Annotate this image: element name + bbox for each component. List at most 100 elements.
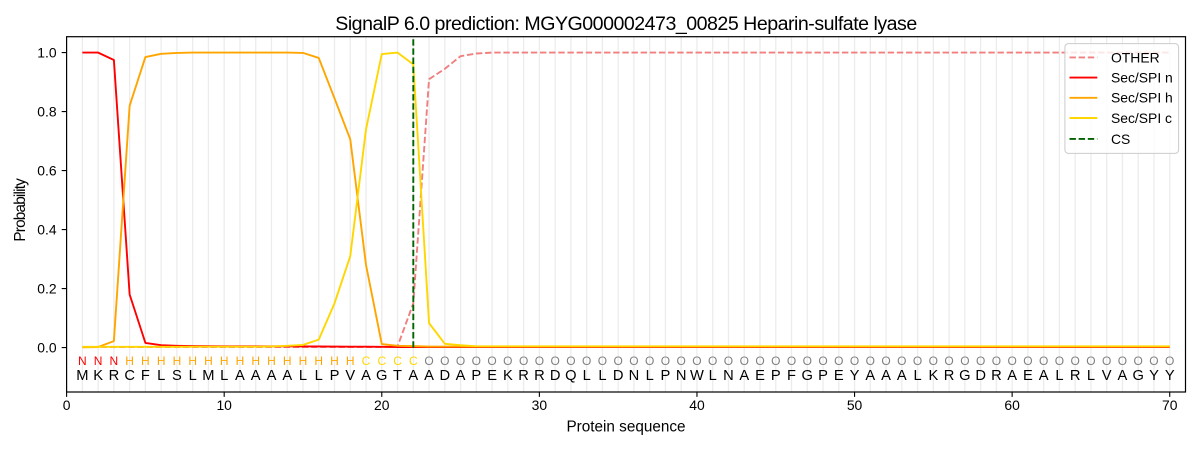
svg-text:O: O bbox=[708, 354, 717, 368]
svg-text:O: O bbox=[1134, 354, 1143, 368]
svg-text:Sec/SPI c: Sec/SPI c bbox=[1111, 110, 1172, 126]
svg-text:G: G bbox=[1132, 368, 1143, 384]
svg-text:A: A bbox=[267, 368, 277, 384]
svg-text:A: A bbox=[865, 368, 875, 384]
svg-text:R: R bbox=[534, 368, 545, 384]
svg-text:0.0: 0.0 bbox=[37, 340, 57, 356]
svg-text:Protein sequence: Protein sequence bbox=[566, 419, 685, 436]
svg-text:R: R bbox=[518, 368, 529, 384]
svg-text:O: O bbox=[1039, 354, 1048, 368]
svg-text:M: M bbox=[202, 368, 214, 384]
svg-text:A: A bbox=[361, 368, 371, 384]
svg-text:20: 20 bbox=[374, 397, 390, 413]
svg-text:L: L bbox=[709, 368, 717, 384]
svg-text:O: O bbox=[803, 354, 812, 368]
svg-text:O: O bbox=[629, 354, 638, 368]
svg-text:H: H bbox=[267, 354, 276, 368]
svg-text:Y: Y bbox=[1149, 368, 1159, 384]
svg-text:C: C bbox=[409, 354, 418, 368]
svg-text:O: O bbox=[724, 354, 733, 368]
svg-text:C: C bbox=[393, 354, 402, 368]
svg-text:70: 70 bbox=[1162, 397, 1178, 413]
svg-text:O: O bbox=[1055, 354, 1064, 368]
svg-text:O: O bbox=[818, 354, 827, 368]
svg-text:C: C bbox=[377, 354, 386, 368]
svg-text:P: P bbox=[661, 368, 671, 384]
svg-text:H: H bbox=[330, 354, 339, 368]
svg-text:60: 60 bbox=[1004, 397, 1020, 413]
svg-text:A: A bbox=[1039, 368, 1049, 384]
svg-text:0.4: 0.4 bbox=[37, 222, 57, 238]
svg-text:O: O bbox=[1023, 354, 1032, 368]
svg-text:50: 50 bbox=[847, 397, 863, 413]
svg-text:O: O bbox=[1165, 354, 1174, 368]
svg-text:R: R bbox=[944, 368, 955, 384]
svg-text:H: H bbox=[299, 354, 308, 368]
svg-text:D: D bbox=[613, 368, 624, 384]
svg-text:V: V bbox=[1102, 368, 1112, 384]
svg-text:A: A bbox=[282, 368, 292, 384]
svg-text:O: O bbox=[850, 354, 859, 368]
svg-text:Probability: Probability bbox=[12, 178, 29, 242]
svg-text:H: H bbox=[204, 354, 213, 368]
svg-text:O: O bbox=[472, 354, 481, 368]
svg-text:Y: Y bbox=[850, 368, 860, 384]
svg-text:H: H bbox=[236, 354, 245, 368]
svg-text:O: O bbox=[787, 354, 796, 368]
svg-text:L: L bbox=[598, 368, 606, 384]
svg-text:E: E bbox=[834, 368, 844, 384]
svg-text:O: O bbox=[881, 354, 890, 368]
svg-text:O: O bbox=[1071, 354, 1080, 368]
svg-text:A: A bbox=[235, 368, 245, 384]
svg-text:A: A bbox=[424, 368, 434, 384]
svg-text:A: A bbox=[897, 368, 907, 384]
svg-text:M: M bbox=[76, 368, 88, 384]
svg-text:L: L bbox=[914, 368, 922, 384]
svg-text:O: O bbox=[866, 354, 875, 368]
svg-text:S: S bbox=[172, 368, 182, 384]
svg-text:H: H bbox=[188, 354, 197, 368]
svg-text:O: O bbox=[424, 354, 433, 368]
svg-text:K: K bbox=[928, 368, 938, 384]
svg-text:O: O bbox=[944, 354, 953, 368]
svg-text:O: O bbox=[929, 354, 938, 368]
svg-text:H: H bbox=[283, 354, 292, 368]
svg-text:K: K bbox=[93, 368, 103, 384]
svg-text:O: O bbox=[566, 354, 575, 368]
svg-text:H: H bbox=[346, 354, 355, 368]
svg-text:10: 10 bbox=[216, 397, 232, 413]
svg-text:O: O bbox=[535, 354, 544, 368]
svg-text:O: O bbox=[1102, 354, 1111, 368]
svg-text:H: H bbox=[157, 354, 166, 368]
svg-text:A: A bbox=[251, 368, 261, 384]
svg-text:0.6: 0.6 bbox=[37, 163, 57, 179]
svg-text:O: O bbox=[1086, 354, 1095, 368]
svg-text:A: A bbox=[1007, 368, 1017, 384]
svg-text:E: E bbox=[1023, 368, 1033, 384]
svg-text:P: P bbox=[471, 368, 481, 384]
svg-text:A: A bbox=[881, 368, 891, 384]
svg-text:L: L bbox=[189, 368, 197, 384]
svg-text:P: P bbox=[818, 368, 828, 384]
svg-text:O: O bbox=[960, 354, 969, 368]
svg-text:A: A bbox=[408, 368, 418, 384]
svg-text:H: H bbox=[314, 354, 323, 368]
svg-text:O: O bbox=[1007, 354, 1016, 368]
svg-text:L: L bbox=[220, 368, 228, 384]
svg-text:A: A bbox=[456, 368, 466, 384]
svg-text:O: O bbox=[487, 354, 496, 368]
svg-text:E: E bbox=[487, 368, 497, 384]
svg-text:L: L bbox=[583, 368, 591, 384]
svg-text:O: O bbox=[677, 354, 686, 368]
svg-text:T: T bbox=[393, 368, 402, 384]
svg-text:O: O bbox=[1149, 354, 1158, 368]
svg-text:L: L bbox=[299, 368, 307, 384]
svg-text:O: O bbox=[976, 354, 985, 368]
svg-text:R: R bbox=[991, 368, 1002, 384]
svg-text:O: O bbox=[913, 354, 922, 368]
svg-text:O: O bbox=[440, 354, 449, 368]
svg-text:W: W bbox=[690, 368, 704, 384]
svg-text:CS: CS bbox=[1111, 131, 1130, 147]
svg-text:O: O bbox=[613, 354, 622, 368]
svg-text:O: O bbox=[897, 354, 906, 368]
